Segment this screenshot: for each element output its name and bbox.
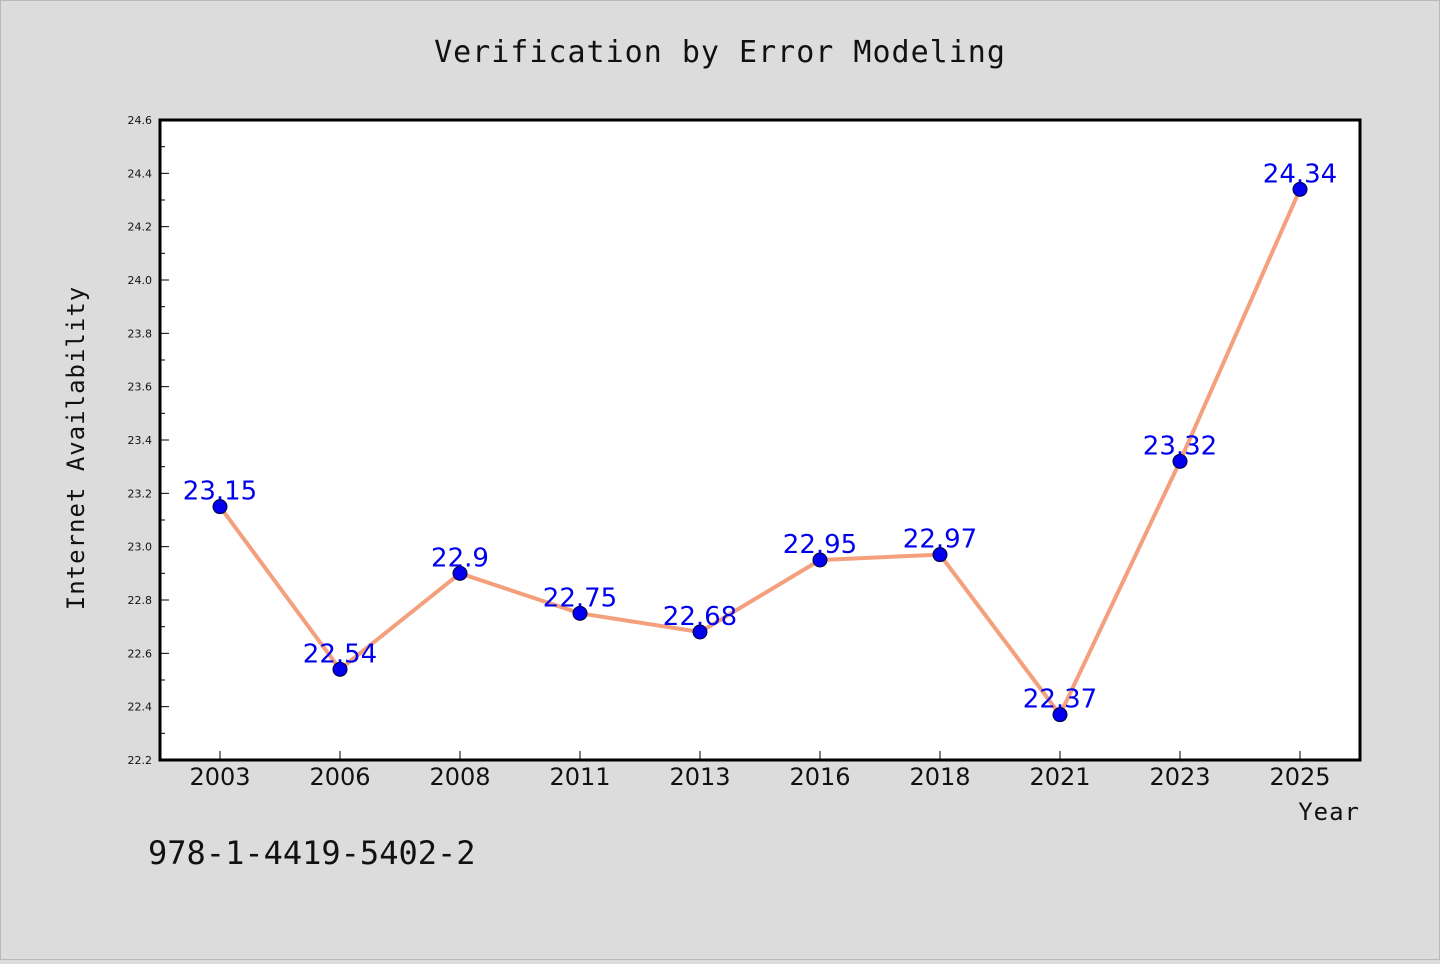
data-label: 24.34 — [1263, 159, 1337, 189]
x-tick-label: 2025 — [1269, 763, 1330, 791]
y-tick-label: 22.6 — [128, 647, 153, 660]
x-tick-label: 2018 — [909, 763, 970, 791]
y-axis-label: Internet Availability — [62, 286, 90, 610]
data-label: 22.95 — [783, 530, 857, 560]
y-tick-label: 23.0 — [128, 541, 153, 554]
data-point — [212, 499, 228, 515]
data-point — [452, 565, 468, 581]
plot-border — [158, 118, 1362, 762]
x-tick-label: 2008 — [429, 763, 490, 791]
y-tick-label: 23.2 — [128, 487, 153, 500]
data-label: 22.68 — [663, 602, 737, 632]
y-tick-label: 22.4 — [128, 701, 153, 714]
data-point — [812, 552, 828, 568]
data-point — [332, 661, 348, 677]
y-tick-label: 23.4 — [128, 434, 153, 447]
data-label: 22.75 — [543, 583, 617, 613]
x-tick-label: 2011 — [549, 763, 610, 791]
data-label: 22.37 — [1023, 685, 1097, 715]
x-axis-label: Year — [1298, 798, 1360, 826]
x-tick-label: 2016 — [789, 763, 850, 791]
x-tick-label: 2013 — [669, 763, 730, 791]
data-point — [932, 547, 948, 563]
data-label: 22.9 — [431, 543, 489, 573]
data-point — [692, 624, 708, 640]
data-point — [1172, 453, 1188, 469]
x-tick-label: 2021 — [1029, 763, 1090, 791]
data-label: 22.97 — [903, 525, 977, 555]
data-label: 23.15 — [183, 477, 257, 507]
y-tick-label: 23.8 — [128, 327, 153, 340]
data-point — [1052, 707, 1068, 723]
data-label: 22.54 — [303, 639, 377, 669]
series-line — [218, 188, 1302, 717]
x-tick-label: 2023 — [1149, 763, 1210, 791]
y-tick-label: 24.6 — [128, 114, 153, 127]
y-tick-label: 22.2 — [128, 754, 153, 767]
isbn-annotation: 978-1-4419-5402-2 — [148, 834, 476, 872]
data-label: 23.32 — [1143, 431, 1217, 461]
y-tick-label: 24.2 — [128, 221, 153, 234]
chart-title: Verification by Error Modeling — [434, 35, 1006, 70]
y-tick-label: 23.6 — [128, 381, 153, 394]
y-tick-label: 22.8 — [128, 594, 153, 607]
y-tick-label: 24.0 — [128, 274, 153, 287]
data-point — [572, 605, 588, 621]
x-tick-label: 2003 — [189, 763, 250, 791]
y-tick-label: 24.4 — [128, 167, 153, 180]
x-tick-label: 2006 — [309, 763, 370, 791]
data-point — [1292, 181, 1308, 197]
